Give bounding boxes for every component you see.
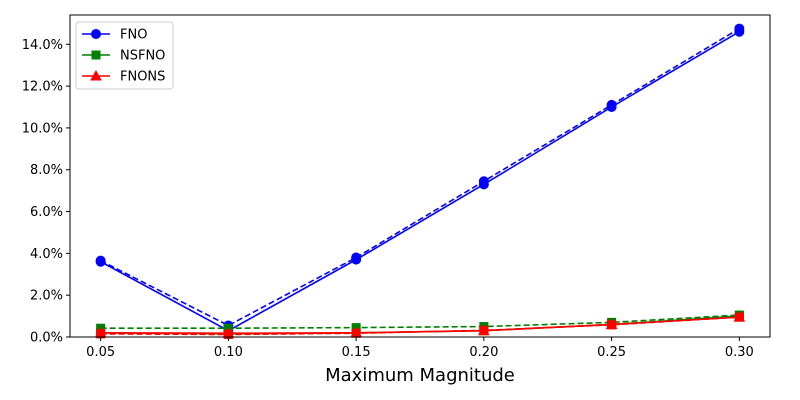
- data-point: [734, 312, 744, 322]
- axis-layer: 0.05 0.10 0.15 0.20 0.25 0.30 0.0% 2.0% 4.0% 6.0%…: [22, 38, 754, 360]
- plot-frame: [69, 14, 771, 338]
- y-tick-label: 6.0%: [30, 205, 63, 220]
- data-point: [607, 320, 617, 330]
- series-layer: [94, 23, 746, 339]
- data-point: [479, 325, 489, 335]
- data-point: [478, 176, 489, 187]
- x-axis-title: Maximum Magnitude: [325, 365, 515, 386]
- series-line: [100, 314, 740, 330]
- y-tick-label: 2.0%: [30, 289, 63, 304]
- series-line: [100, 27, 740, 327]
- series-line: [100, 31, 740, 332]
- data-point: [734, 23, 745, 34]
- series-0: [95, 26, 745, 336]
- y-tick-label: 0.0%: [30, 331, 63, 346]
- legend-label: NSFNO: [120, 49, 165, 64]
- legend-marker: [91, 29, 101, 39]
- x-tick-label: 0.15: [342, 345, 371, 360]
- y-tick-label: 4.0%: [30, 247, 63, 262]
- x-tick-label: 0.25: [597, 345, 626, 360]
- legend-item: FNONS: [82, 70, 165, 85]
- y-tick-label: 10.0%: [22, 121, 63, 136]
- x-tick-label: 0.30: [725, 345, 754, 360]
- legend: FNO NSFNO FNONS: [75, 21, 174, 90]
- legend-item: NSFNO: [82, 49, 165, 64]
- x-tick-label: 0.20: [469, 345, 498, 360]
- x-tick-label: 0.10: [214, 345, 243, 360]
- data-point: [95, 255, 106, 266]
- y-tick-label: 14.0%: [22, 38, 63, 53]
- data-point: [606, 99, 617, 110]
- legend-marker: [91, 50, 101, 60]
- series-line: [100, 316, 740, 335]
- legend-box: [75, 21, 174, 90]
- data-point: [351, 328, 361, 338]
- x-tick-label: 0.05: [86, 345, 115, 360]
- legend-label: FNONS: [120, 70, 165, 85]
- series-5: [96, 312, 744, 339]
- series-line: [100, 316, 740, 336]
- y-tick-label: 8.0%: [30, 163, 63, 178]
- legend-marker: [90, 69, 102, 81]
- legend-item: FNO: [82, 28, 147, 43]
- legend-label: FNO: [120, 28, 147, 43]
- series-1: [95, 23, 745, 331]
- y-tick-label: 12.0%: [22, 80, 63, 95]
- data-point: [351, 252, 362, 263]
- series-4: [94, 311, 746, 338]
